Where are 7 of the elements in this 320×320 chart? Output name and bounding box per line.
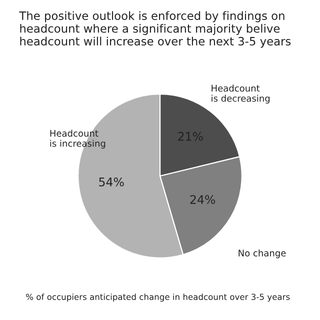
slice-label: No change <box>238 249 286 258</box>
text: % of occupiers anticipated change in headcount over 3-5 years <box>26 294 290 302</box>
chart-title: The positive outlook is enforced by findings on headcount where a significant majority belive headcount will increase over the next 3-5 years <box>19 11 291 48</box>
data-label: 54% <box>99 177 124 186</box>
data-label: 24% <box>190 195 216 204</box>
slice-label: Headcount is decreasing <box>212 84 270 104</box>
slice-label: Headcount is increasing <box>50 130 106 149</box>
